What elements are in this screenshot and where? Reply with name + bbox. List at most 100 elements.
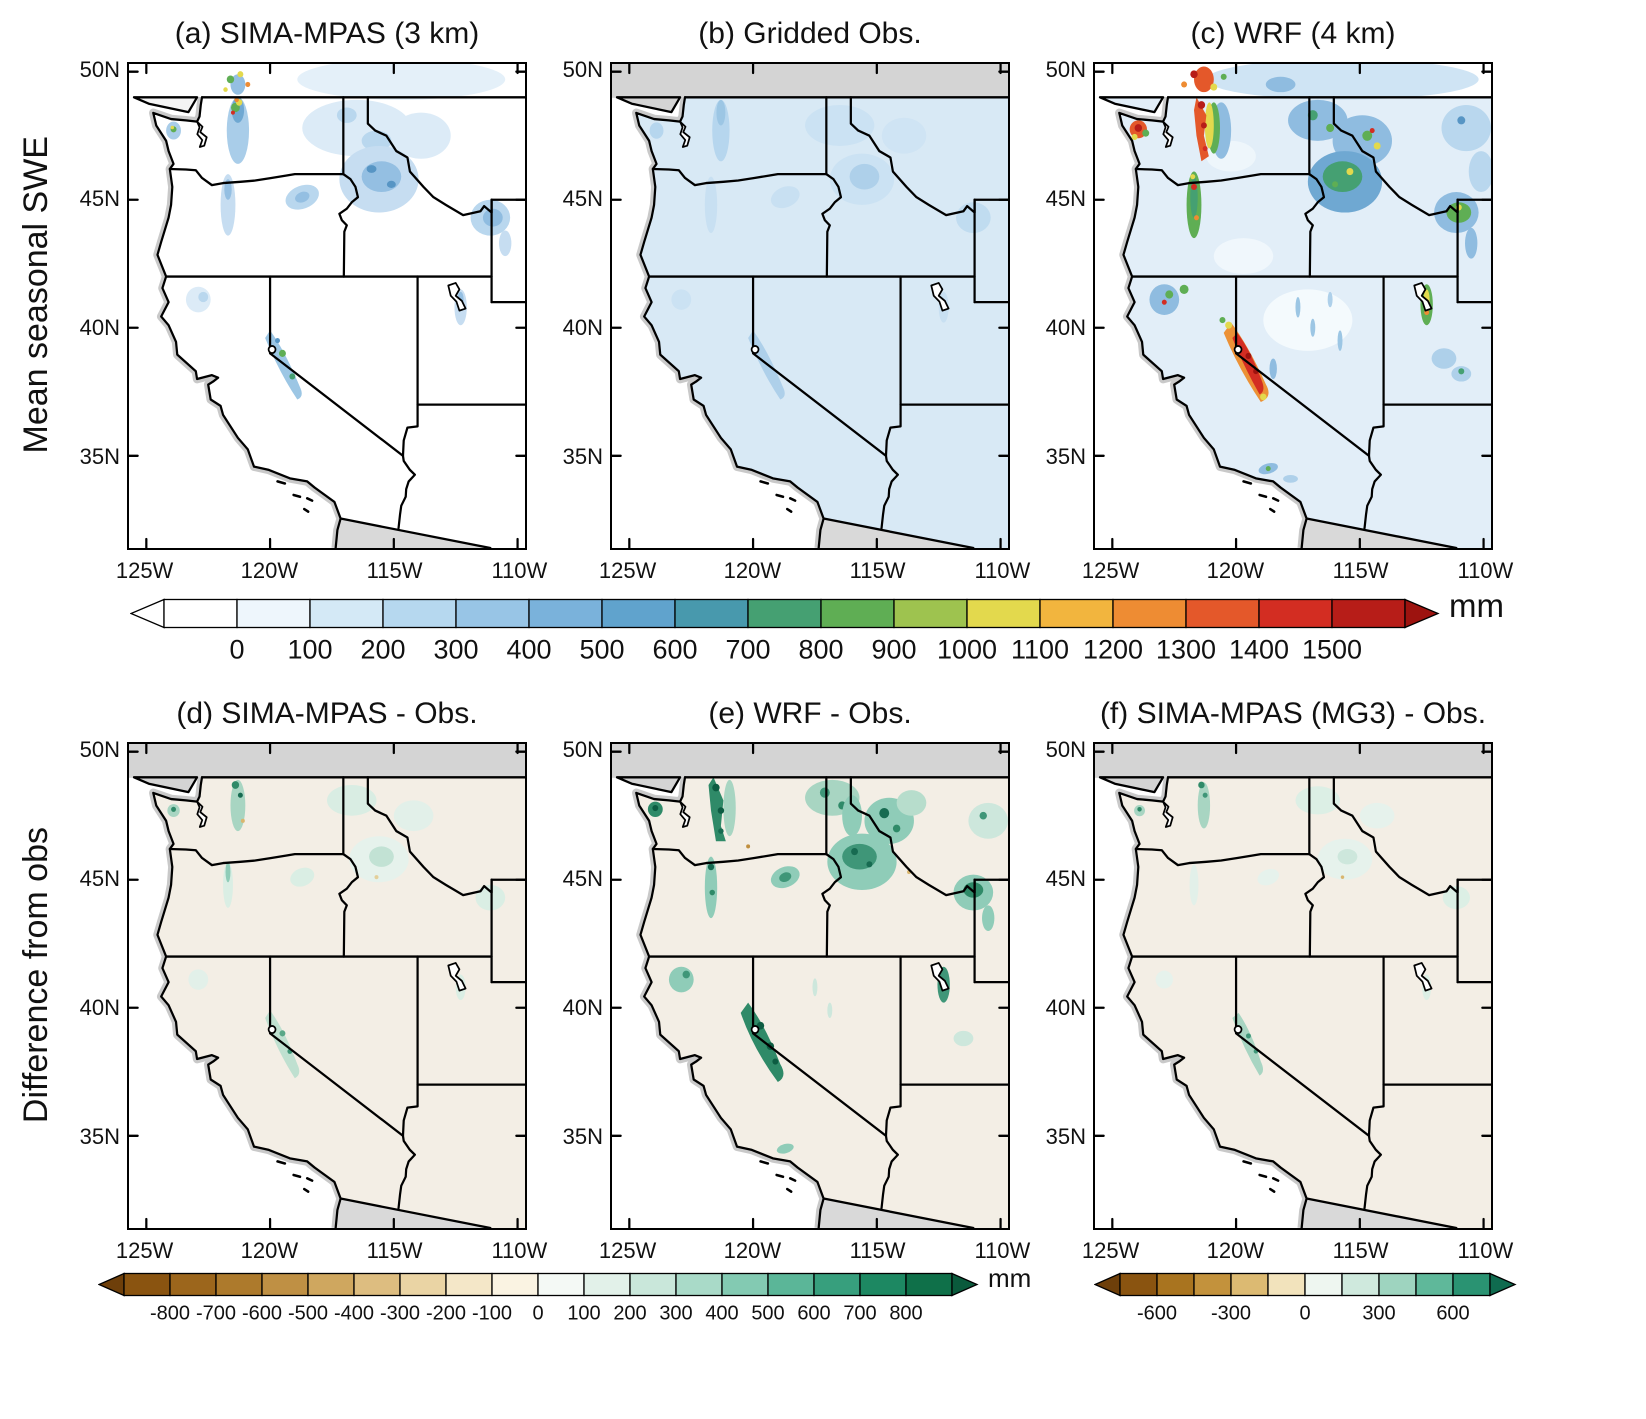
row-mean-seasonal-swe: Mean seasonal SWE (a) SIMA-MPAS (3 km) 5… xyxy=(0,6,1646,584)
svg-text:700: 700 xyxy=(843,1303,876,1325)
lat-tick-label: 50N xyxy=(79,56,120,82)
panel-b-lon-axis: 125W 120W 115W 110W xyxy=(599,550,1030,584)
svg-text:200: 200 xyxy=(360,635,405,665)
lat-tick-label: 50N xyxy=(1045,736,1086,762)
panel-f-map xyxy=(1093,742,1493,1230)
map-panel-b: (b) Gridded Obs. 50N 45N 40N 35N 125W 12… xyxy=(555,6,1031,584)
svg-text:-700: -700 xyxy=(196,1303,236,1325)
panel-f-lon-axis: 125W 120W 115W 110W xyxy=(1082,1230,1513,1264)
svg-text:1400: 1400 xyxy=(1229,635,1289,665)
lon-tick-label: 125W xyxy=(1081,558,1140,583)
lon-tick-label: 120W xyxy=(1206,1238,1265,1263)
svg-text:-300: -300 xyxy=(380,1303,420,1325)
lon-tick-label: 120W xyxy=(240,558,299,583)
row-label-top: Mean seasonal SWE xyxy=(0,6,72,584)
svg-text:-100: -100 xyxy=(472,1303,512,1325)
lon-tick-label: 110W xyxy=(974,1238,1031,1263)
svg-text:-800: -800 xyxy=(150,1303,190,1325)
lon-tick-label: 120W xyxy=(723,1238,782,1263)
lat-tick-label: 50N xyxy=(1045,56,1086,82)
lon-tick-label: 115W xyxy=(849,558,906,583)
lon-tick-label: 115W xyxy=(849,1238,906,1263)
svg-text:-500: -500 xyxy=(288,1303,328,1325)
svg-text:1000: 1000 xyxy=(937,635,997,665)
lat-tick-label: 35N xyxy=(562,1124,603,1150)
lat-tick-label: 35N xyxy=(79,444,120,470)
lon-tick-label: 110W xyxy=(974,558,1031,583)
map-canvas-a xyxy=(129,64,525,548)
lon-tick-label: 125W xyxy=(115,558,174,583)
lat-tick-label: 50N xyxy=(79,736,120,762)
lat-tick-label: 40N xyxy=(1045,994,1086,1020)
panel-b-lat-axis: 50N 45N 40N 35N xyxy=(555,57,610,550)
lat-tick-label: 35N xyxy=(79,1124,120,1150)
panel-f-title: (f) SIMA-MPAS (MG3) - Obs. xyxy=(1099,697,1487,730)
svg-text:400: 400 xyxy=(705,1303,738,1325)
lat-tick-label: 35N xyxy=(1045,1124,1086,1150)
map-canvas-e xyxy=(612,744,1008,1228)
map-canvas-c xyxy=(1095,64,1491,548)
lon-tick-label: 125W xyxy=(1081,1238,1140,1263)
panel-b-title: (b) Gridded Obs. xyxy=(698,17,922,50)
panel-d-lat-axis: 50N 45N 40N 35N xyxy=(72,737,127,1230)
svg-text:mm: mm xyxy=(1449,598,1504,624)
lat-tick-label: 40N xyxy=(79,994,120,1020)
row-label-bottom: Difference from obs xyxy=(0,686,72,1264)
swe-colorbar: 0 100 200 300 400 500 600 700 800 900 1000 1100 1200… xyxy=(129,587,1646,676)
svg-text:600: 600 xyxy=(797,1303,830,1325)
lon-tick-label: 120W xyxy=(240,1238,299,1263)
lon-tick-label: 115W xyxy=(366,558,423,583)
svg-text:-300: -300 xyxy=(1211,1303,1251,1325)
lat-tick-label: 40N xyxy=(562,314,603,340)
svg-text:0: 0 xyxy=(532,1303,543,1325)
lon-tick-label: 120W xyxy=(1206,558,1265,583)
panel-e-lat-axis: 50N 45N 40N 35N xyxy=(555,737,610,1230)
lat-tick-label: 40N xyxy=(79,314,120,340)
lon-tick-label: 110W xyxy=(491,558,548,583)
svg-text:500: 500 xyxy=(579,635,624,665)
panel-e-title: (e) WRF - Obs. xyxy=(708,697,912,730)
row-label-top-text: Mean seasonal SWE xyxy=(16,136,55,454)
panel-a-title: (a) SIMA-MPAS (3 km) xyxy=(174,17,480,50)
svg-text:mm: mm xyxy=(988,1272,1030,1293)
svg-text:1500: 1500 xyxy=(1302,635,1362,665)
svg-text:600: 600 xyxy=(1436,1303,1469,1325)
lon-tick-label: 115W xyxy=(1332,558,1389,583)
lon-tick-label: 125W xyxy=(115,1238,174,1263)
panel-d-lon-axis: 125W 120W 115W 110W xyxy=(116,1230,547,1264)
svg-text:600: 600 xyxy=(652,635,697,665)
svg-text:1300: 1300 xyxy=(1156,635,1216,665)
lon-tick-label: 115W xyxy=(366,1238,423,1263)
svg-text:100: 100 xyxy=(287,635,332,665)
lat-tick-label: 45N xyxy=(562,185,603,211)
svg-text:-600: -600 xyxy=(1137,1303,1177,1325)
lat-tick-label: 45N xyxy=(79,865,120,891)
map-panel-a: (a) SIMA-MPAS (3 km) 50N 45N 40N 35N 125… xyxy=(72,6,548,584)
svg-text:700: 700 xyxy=(725,635,770,665)
row-label-bottom-text: Difference from obs xyxy=(16,826,55,1124)
svg-text:900: 900 xyxy=(871,635,916,665)
svg-text:500: 500 xyxy=(751,1303,784,1325)
panel-c-map xyxy=(1093,62,1493,550)
lon-tick-label: 115W xyxy=(1332,1238,1389,1263)
panel-c-lat-axis: 50N 45N 40N 35N xyxy=(1038,57,1093,550)
lat-tick-label: 50N xyxy=(562,56,603,82)
panel-f-lat-axis: 50N 45N 40N 35N xyxy=(1038,737,1093,1230)
svg-text:200: 200 xyxy=(613,1303,646,1325)
panel-e-lon-axis: 125W 120W 115W 110W xyxy=(599,1230,1030,1264)
panel-c-lon-axis: 125W 120W 115W 110W xyxy=(1082,550,1513,584)
panel-d-title: (d) SIMA-MPAS - Obs. xyxy=(176,697,478,730)
lat-tick-label: 45N xyxy=(562,865,603,891)
svg-text:300: 300 xyxy=(659,1303,692,1325)
lon-tick-label: 110W xyxy=(1457,1238,1514,1263)
svg-text:300: 300 xyxy=(433,635,478,665)
svg-text:-600: -600 xyxy=(242,1303,282,1325)
svg-text:800: 800 xyxy=(889,1303,922,1325)
svg-text:400: 400 xyxy=(506,635,551,665)
map-canvas-b xyxy=(612,64,1008,548)
svg-text:-200: -200 xyxy=(426,1303,466,1325)
svg-text:800: 800 xyxy=(798,635,843,665)
map-panel-c: (c) WRF (4 km) 50N 45N 40N 35N 125W 120W… xyxy=(1038,6,1514,584)
panel-a-lon-axis: 125W 120W 115W 110W xyxy=(116,550,547,584)
svg-text:-400: -400 xyxy=(334,1303,374,1325)
